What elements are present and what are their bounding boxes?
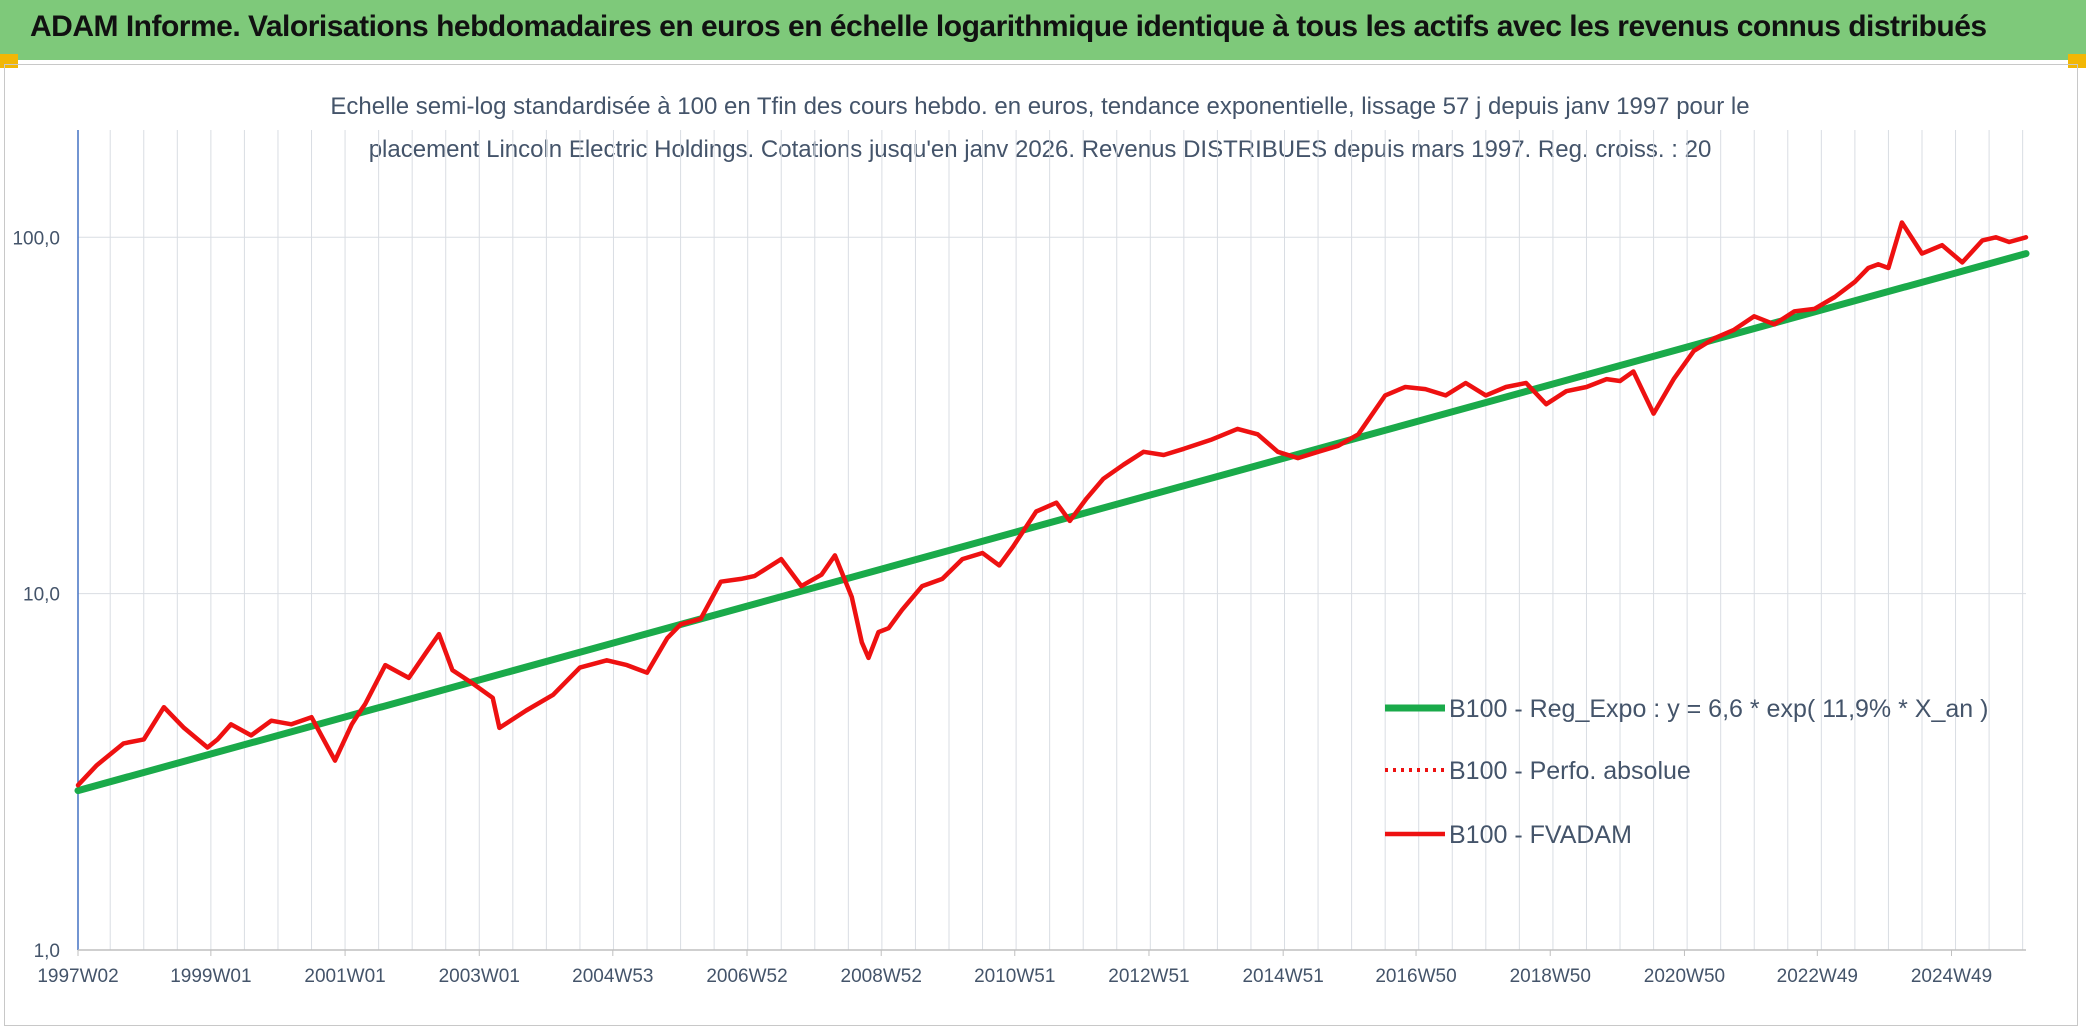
- header-bar: ADAM Informe. Valorisations hebdomadaire…: [0, 0, 2086, 60]
- x-tick-label: 2022W49: [1777, 966, 1858, 987]
- x-tick-labels: 1997W02 1999W01 2001W01 2003W01 2004W53 2006W…: [37, 966, 1992, 987]
- x-tick-label: 2012W51: [1108, 966, 1189, 987]
- chart-subtitle: Echelle semi-log standardisée à 100 en T…: [330, 93, 1749, 163]
- chart-frame: [4, 64, 2078, 1026]
- y-tick-label: 10,0: [23, 585, 60, 606]
- legend-label-1: B100 - Reg_Expo : y = 6,6 * exp( 11,9% *…: [1449, 695, 1988, 723]
- axes: [77, 130, 2026, 956]
- y-tick-label: 100,0: [12, 228, 60, 249]
- x-tick-label: 2001W01: [304, 966, 385, 987]
- gridlines: [78, 130, 2026, 951]
- series: [74, 220, 2030, 795]
- y-tick-labels: 1,0 10,0 100,0: [12, 228, 60, 962]
- header-title: ADAM Informe. Valorisations hebdomadaire…: [30, 10, 1987, 43]
- x-tick-label: 1999W01: [170, 966, 251, 987]
- x-tick-label: 2016W50: [1375, 966, 1456, 987]
- x-tick-label: 1997W02: [37, 966, 118, 987]
- x-tick-label: 2020W50: [1644, 966, 1725, 987]
- chart-subtitle-line-1: Echelle semi-log standardisée à 100 en T…: [330, 93, 1749, 120]
- series-line-1: [74, 250, 2030, 795]
- legend-label-2: B100 - Perfo. absolue: [1449, 757, 1691, 785]
- x-tick-label: 2004W53: [572, 966, 653, 987]
- x-tick-label: 2003W01: [439, 966, 520, 987]
- legend-label-3: B100 - FVADAM: [1449, 821, 1632, 849]
- chart-legend: B100 - Reg_Expo : y = 6,6 * exp( 11,9% *…: [1385, 695, 1988, 849]
- x-tick-label: 2008W52: [841, 966, 922, 987]
- x-tick-label: 2006W52: [706, 966, 787, 987]
- x-tick-label: 2024W49: [1911, 966, 1992, 987]
- chart-subtitle-line-2: placement Lincoln Electric Holdings. Cot…: [369, 136, 1712, 163]
- series-line-3: [75, 220, 2029, 788]
- x-tick-label: 2014W51: [1242, 966, 1323, 987]
- x-tick-label: 2018W50: [1510, 966, 1591, 987]
- y-tick-label: 1,0: [34, 941, 60, 962]
- x-tick-label: 2010W51: [974, 966, 1055, 987]
